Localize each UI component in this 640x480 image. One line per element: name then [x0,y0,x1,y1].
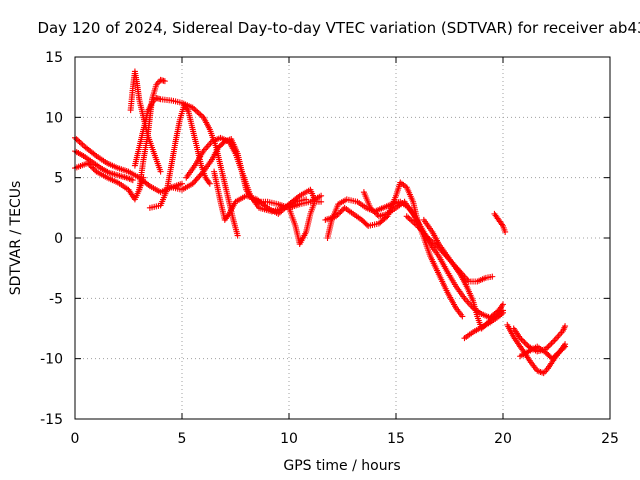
data-point [161,78,168,85]
data-point [370,207,377,214]
data-point [368,206,375,213]
data-point [86,161,93,168]
data-point [547,341,554,348]
data-point [79,141,86,148]
data-point [502,228,509,235]
x-tick-label: 10 [280,431,298,447]
data-point [562,323,569,330]
data-point [544,344,551,351]
data-points [72,68,569,377]
data-point [179,180,185,187]
data-point [157,168,164,175]
data-point [519,337,526,344]
data-point [90,165,97,172]
series-track-j [211,168,318,223]
data-point [500,309,506,316]
data-point [89,164,96,171]
data-point [562,343,569,350]
x-tick-label: 0 [71,431,80,447]
data-point [373,210,380,217]
data-point [192,107,199,114]
data-point [234,232,241,239]
data-point [338,207,345,214]
y-tick-label: -15 [40,412,63,428]
data-point [195,174,202,181]
x-tick-label: 15 [387,431,405,447]
chart-title: Day 120 of 2024, Sidereal Day-to-day VTE… [37,19,640,37]
data-point [318,198,325,205]
tick-labels: 0 5 10 15 20 25 -15 -10 -5 0 5 10 15 [40,50,619,447]
data-point [549,338,556,345]
data-point [406,216,413,223]
data-point [545,343,552,350]
data-point [318,192,325,199]
y-tick-label: 15 [45,50,63,66]
y-tick-label: 0 [54,231,63,247]
series-track-c [72,160,147,203]
data-point [91,167,98,174]
series-track-b [72,148,136,184]
data-point [87,163,94,170]
data-point [403,213,410,220]
data-point [498,311,505,318]
data-point [78,140,85,147]
y-tick-label: 10 [45,110,63,126]
data-point [524,342,531,349]
data-point [76,138,83,145]
data-point [500,301,506,308]
data-point [193,176,200,183]
data-point [194,108,201,115]
x-tick-label: 5 [178,431,187,447]
grid-lines [75,57,610,419]
data-point [75,137,82,144]
data-point [333,213,340,220]
series-track-r [491,210,509,235]
data-point [303,196,310,203]
data-point [84,160,91,167]
data-point [560,344,567,351]
data-point [129,177,136,184]
data-point [489,273,496,280]
data-point [206,180,213,187]
y-tick-label: -10 [40,352,63,368]
series-track-k [286,198,325,248]
series-track-g [146,102,213,211]
data-point [335,210,342,217]
data-point [521,339,528,346]
axis-ticks [74,56,611,420]
data-point [337,209,344,216]
data-point [363,221,370,228]
series-track-q [461,309,506,342]
data-point [197,111,204,118]
y-axis-label: SDTVAR / TECUs [8,181,24,296]
y-tick-label: -5 [49,291,63,307]
data-point [73,136,80,143]
data-point [195,110,202,117]
data-point [548,340,555,347]
data-point [192,177,199,184]
data-point [517,335,524,342]
data-point [522,340,529,347]
x-tick-label: 20 [494,431,512,447]
data-point [405,214,412,221]
data-point [371,209,378,216]
data-point [518,336,525,343]
y-tick-label: 5 [54,171,63,187]
series-track-u [517,343,569,362]
x-axis-label: GPS time / hours [283,458,400,474]
x-tick-label: 25 [601,431,619,447]
data-point [367,204,374,211]
data-point [334,211,341,218]
data-point [459,313,466,320]
series-track-e [136,76,168,193]
